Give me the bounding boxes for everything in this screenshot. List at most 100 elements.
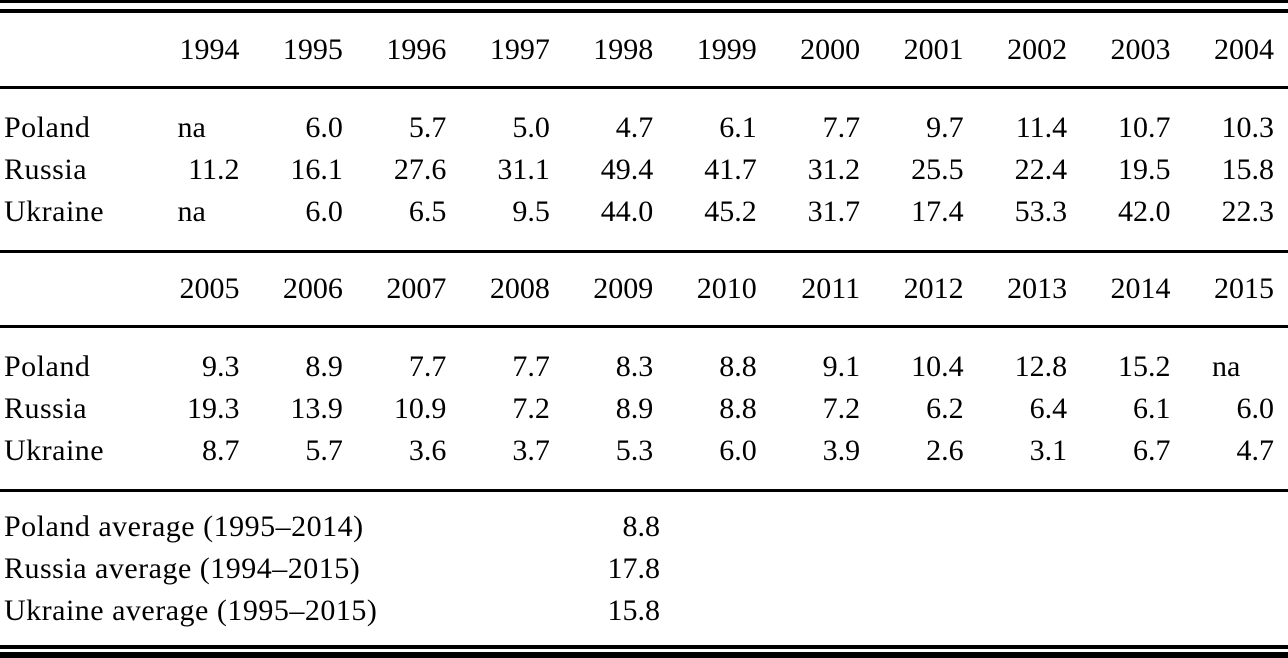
value-cell: 10.9 [357, 392, 460, 426]
value: 12.8 [1014, 350, 1068, 383]
value: 10.3 [1221, 111, 1274, 144]
value-cell: 19.5 [1081, 153, 1184, 187]
value: 11.4 [1015, 111, 1068, 144]
value: 3.9 [822, 434, 861, 467]
year-label: 2011 [801, 272, 861, 305]
value-cell: 8.8 [667, 350, 770, 384]
value-cell: 25.5 [874, 153, 977, 187]
value-cell: 6.1 [1081, 392, 1184, 426]
value: 22.3 [1221, 195, 1274, 228]
value-cell: 8.9 [564, 392, 667, 426]
value: 9.7 [926, 111, 964, 144]
table-row-ukraine-2005-2015: Ukraine 8.7 5.7 3.6 3.7 5.3 6.0 3.9 2.6 … [0, 430, 1288, 472]
value: 7.7 [408, 350, 447, 383]
value-cell: 41.7 [667, 153, 770, 187]
top-rule-inner [0, 9, 1288, 13]
year-label: 2010 [696, 272, 757, 305]
spacer [0, 328, 1288, 346]
row-label-ukraine: Ukraine [4, 195, 105, 228]
row-label-russia: Russia [4, 392, 88, 425]
value: 7.7 [822, 111, 861, 144]
year-label: 2005 [179, 272, 240, 305]
value: 10.4 [911, 350, 964, 383]
value-cell: 49.4 [564, 153, 667, 187]
value: 7.2 [822, 392, 861, 425]
year-label: 1995 [282, 32, 343, 66]
value-cell: 5.7 [357, 111, 460, 145]
bottom-rule-inner [0, 645, 1288, 649]
average-label-poland: Poland average (1995–2014) [4, 510, 364, 543]
year-label: 2003 [1110, 32, 1171, 66]
value: 53.3 [1014, 195, 1068, 228]
value-cell: 8.3 [564, 350, 667, 384]
year-label: 2015 [1213, 272, 1274, 305]
year-cell: 2011 [771, 272, 874, 306]
value: 6.0 [305, 195, 343, 228]
value-cell: 8.8 [667, 392, 770, 426]
header-rule [0, 86, 1288, 89]
row-label-poland: Poland [4, 350, 91, 383]
table-row-russia-average: Russia average (1994–2015) 17.8 [0, 548, 1288, 590]
value-cell: 10.4 [874, 350, 977, 384]
year-cell: 1997 [460, 33, 563, 67]
value-cell: 2.6 [874, 434, 977, 468]
value-cell: 11.2 [150, 153, 253, 187]
year-label: 1999 [696, 32, 757, 66]
value-cell: 5.7 [253, 434, 356, 468]
value: 8.8 [719, 392, 757, 425]
year-cell: 1995 [253, 33, 356, 67]
value: 6.1 [719, 111, 757, 144]
section-rule [0, 250, 1288, 253]
value: na [177, 195, 206, 228]
value: 15.8 [607, 594, 661, 627]
value: 4.7 [1236, 434, 1274, 467]
row-label-ukraine: Ukraine [4, 434, 105, 467]
year-label: 1994 [179, 32, 240, 66]
value-cell: 6.0 [253, 111, 356, 145]
value: 31.2 [807, 153, 861, 186]
value-cell: na [150, 111, 253, 145]
spacer [0, 89, 1288, 107]
year-label: 2014 [1110, 272, 1171, 305]
value-cell: 15.2 [1081, 350, 1184, 384]
value-cell: 7.2 [460, 392, 563, 426]
value: 45.2 [704, 195, 757, 228]
value: 8.3 [615, 350, 654, 383]
year-cell: 2002 [978, 33, 1081, 67]
value-cell: 31.1 [460, 153, 563, 187]
value: na [177, 111, 206, 144]
value: 17.8 [607, 552, 661, 585]
value-cell: 12.8 [978, 350, 1081, 384]
year-cell: 2000 [771, 33, 874, 67]
value: 6.0 [1236, 392, 1274, 425]
year-label: 2002 [1007, 32, 1068, 66]
value: 19.3 [186, 392, 240, 425]
year-cell: 2006 [253, 272, 356, 306]
year-cell: 1996 [357, 33, 460, 67]
value-cell: 9.7 [874, 111, 977, 145]
value-cell: 22.4 [978, 153, 1081, 187]
section-rule [0, 489, 1288, 492]
year-label: 1998 [593, 32, 654, 66]
value-cell: 3.7 [460, 434, 563, 468]
year-cell: 2009 [564, 272, 667, 306]
value: 3.6 [408, 434, 447, 467]
spacer [0, 632, 1288, 645]
value: 7.7 [512, 350, 550, 383]
value: 5.7 [305, 434, 343, 467]
table-row-russia-2005-2015: Russia 19.3 13.9 10.9 7.2 8.9 8.8 7.2 6.… [0, 388, 1288, 430]
value: 44.0 [600, 195, 654, 228]
table-row-ukraine-1994-2004: Ukraine na 6.0 6.5 9.5 44.0 45.2 31.7 17… [0, 191, 1288, 233]
value-cell: 6.0 [667, 434, 770, 468]
value: 13.9 [290, 392, 343, 425]
value: 9.1 [822, 350, 861, 383]
value-cell: 8.9 [253, 350, 356, 384]
table-row-ukraine-average: Ukraine average (1995–2015) 15.8 [0, 590, 1288, 632]
value-cell: na [1185, 350, 1288, 384]
value: 6.7 [1133, 434, 1171, 467]
value-cell: 9.3 [150, 350, 253, 384]
value: 10.7 [1118, 111, 1171, 144]
value: 9.3 [201, 350, 240, 383]
value-cell: 16.1 [253, 153, 356, 187]
value: 6.0 [719, 434, 757, 467]
